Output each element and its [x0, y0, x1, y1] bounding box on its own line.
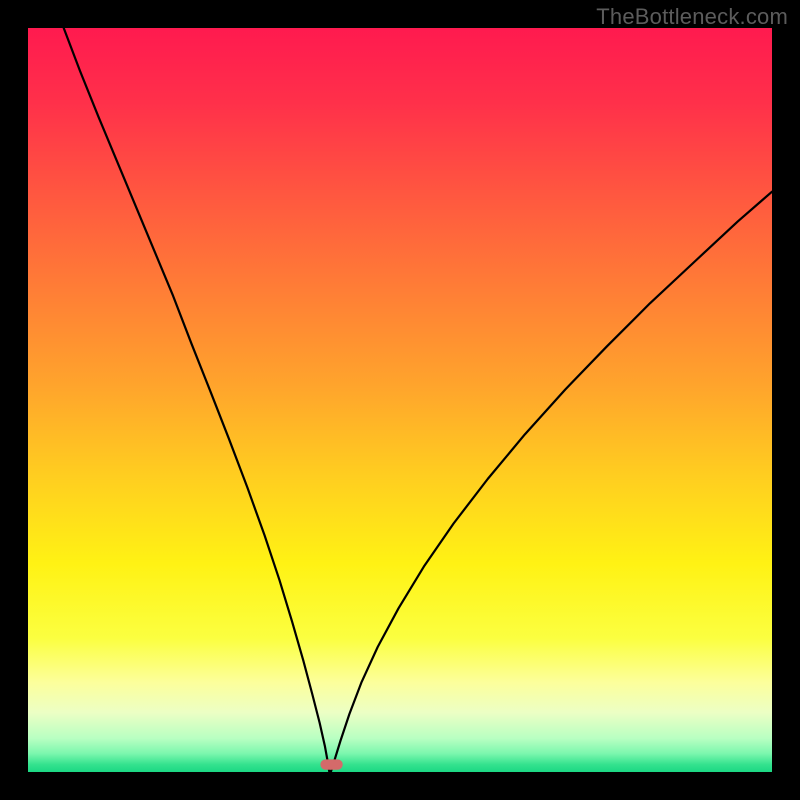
- bottleneck-chart: [0, 0, 800, 800]
- chart-container: TheBottleneck.com: [0, 0, 800, 800]
- watermark-text: TheBottleneck.com: [596, 4, 788, 30]
- optimal-point-marker: [320, 759, 342, 769]
- plot-background: [28, 28, 772, 772]
